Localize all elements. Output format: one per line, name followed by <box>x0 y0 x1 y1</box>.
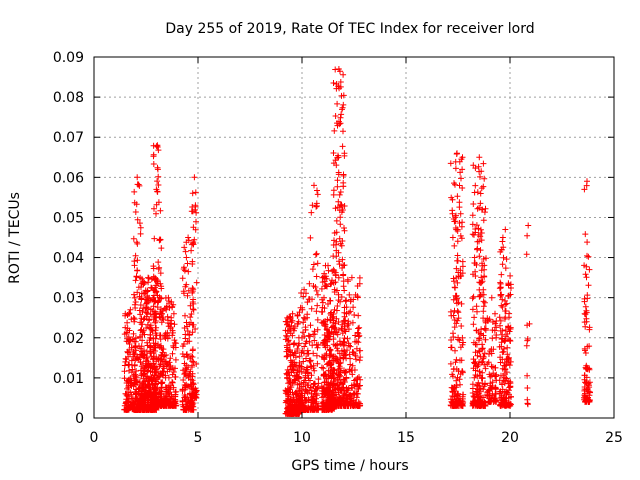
y-tick-label: 0.05 <box>53 210 84 226</box>
x-tick-label: 5 <box>194 430 203 446</box>
x-tick-label: 15 <box>397 430 415 446</box>
y-tick-label: 0.03 <box>53 291 84 307</box>
y-tick-label: 0.01 <box>53 371 84 387</box>
y-tick-label: 0.06 <box>53 170 84 186</box>
x-tick-label: 20 <box>501 430 519 446</box>
y-axis-label: ROTI / TECUs <box>7 192 23 284</box>
y-axis: 0 0.01 0.02 0.03 0.04 0.05 0.06 0.07 0.08 0.09 <box>53 50 614 427</box>
x-tick-label: 0 <box>90 430 99 446</box>
data-points <box>121 66 593 417</box>
y-tick-label: 0 <box>75 411 84 427</box>
y-tick-label: 0.09 <box>53 50 84 66</box>
roti-points <box>121 66 593 417</box>
chart-title: Day 255 of 2019, Rate Of TEC Index for r… <box>165 21 534 37</box>
plot-frame <box>93 56 615 419</box>
y-tick-label: 0.07 <box>53 130 84 146</box>
x-axis-label: GPS time / hours <box>291 458 408 474</box>
x-tick-label: 10 <box>293 430 311 446</box>
grid-lines <box>94 57 614 418</box>
y-tick-label: 0.04 <box>53 251 84 267</box>
y-tick-label: 0.02 <box>53 331 84 347</box>
y-tick-label: 0.08 <box>53 90 84 106</box>
x-axis: 0 5 10 15 20 25 <box>90 57 623 446</box>
x-tick-label: 25 <box>605 430 623 446</box>
